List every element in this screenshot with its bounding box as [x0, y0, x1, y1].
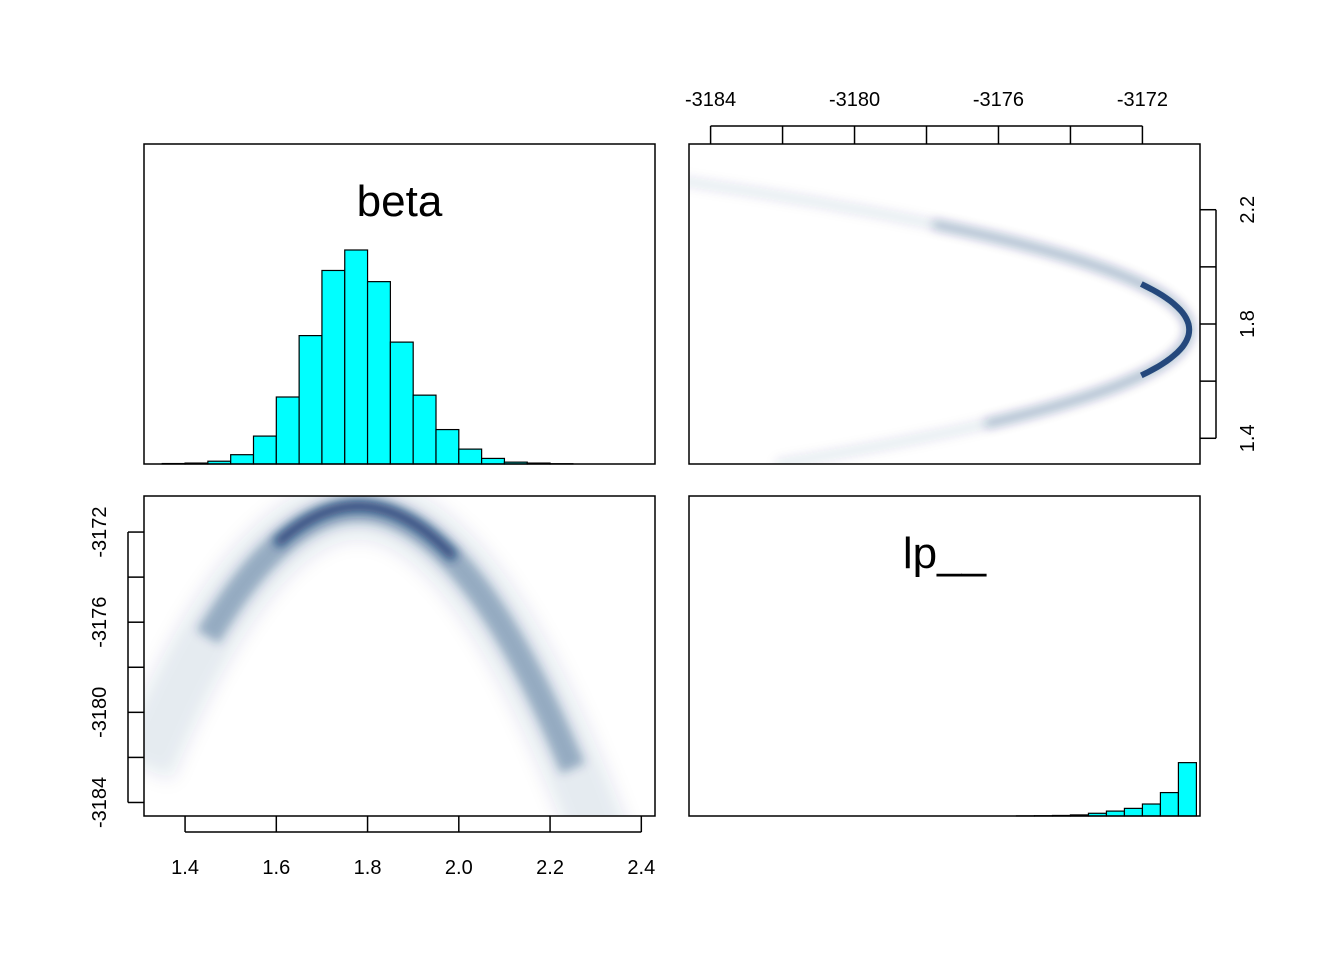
lp-vs-beta-density-panel	[689, 176, 1195, 464]
bottom-axis-tick-label: 2.2	[536, 857, 564, 879]
top-axis-tick-label: -3184	[685, 89, 736, 111]
density-core	[272, 501, 458, 562]
density-halo	[689, 176, 1195, 464]
beta-hist-bar-14	[481, 457, 506, 465]
lp-panel-title: lp__	[903, 529, 987, 578]
density-band	[196, 496, 585, 774]
beta-hist-bar-13	[458, 448, 483, 465]
top-axis-tick-label: -3180	[829, 89, 880, 111]
beta-histogram-panel: beta	[161, 177, 574, 465]
right-axis-tick-label: 1.4	[1237, 424, 1259, 452]
beta-hist-bar-12	[435, 428, 460, 465]
beta-hist-bar-7	[321, 269, 346, 465]
lp-hist-bar-23	[1123, 807, 1144, 817]
beta-hist-bar-3	[230, 454, 255, 465]
bottom-axis-tick-label: 2.0	[445, 857, 473, 879]
top-right-frame	[688, 143, 1201, 465]
beta-hist-bar-6	[298, 335, 323, 465]
beta-hist-bar-4	[252, 435, 277, 465]
beta-hist-bar-5	[275, 396, 300, 465]
bottom-axis-tick-label: 1.6	[262, 857, 290, 879]
axes-group: -3184 -3180 -3176 -3172 1.4 1.8 2.2 -3184 -3180 -…	[89, 89, 1259, 879]
left-axis-tick-label: -3172	[89, 506, 111, 557]
bottom-left-frame	[143, 495, 656, 817]
density-core	[1139, 281, 1193, 379]
beta-vs-lp-density-panel	[144, 496, 624, 816]
density-halo	[144, 496, 624, 816]
bottom-axis-tick-label: 1.8	[354, 857, 382, 879]
beta-panel-title: beta	[357, 177, 443, 226]
lp-hist-bar-24	[1141, 803, 1162, 817]
beta-histogram-frame	[143, 143, 656, 465]
bottom-axis-tick-label: 1.4	[171, 857, 199, 879]
left-axis-tick-label: -3176	[89, 597, 111, 648]
lp-histogram-panel: lp__	[903, 529, 1198, 817]
bottom-axis-tick-label: 2.4	[627, 857, 655, 879]
lp-histogram-frame	[688, 495, 1201, 817]
right-axis-tick-label: 1.8	[1237, 310, 1259, 338]
lp-hist-bar-26	[1177, 762, 1198, 817]
left-axis-tick-label: -3184	[89, 777, 111, 828]
density-band	[932, 220, 1194, 428]
beta-hist-bar-10	[389, 341, 414, 465]
beta-hist-bar-8	[344, 249, 369, 465]
left-axis-tick-label: -3180	[89, 687, 111, 738]
lp-hist-bar-25	[1159, 791, 1180, 817]
beta-hist-bar-9	[366, 281, 391, 465]
top-axis-tick-label: -3176	[973, 89, 1024, 111]
beta-hist-bar-11	[412, 394, 437, 465]
panel-frames	[143, 143, 1201, 817]
right-axis-tick-label: 2.2	[1237, 196, 1259, 224]
top-axis-tick-label: -3172	[1117, 89, 1168, 111]
